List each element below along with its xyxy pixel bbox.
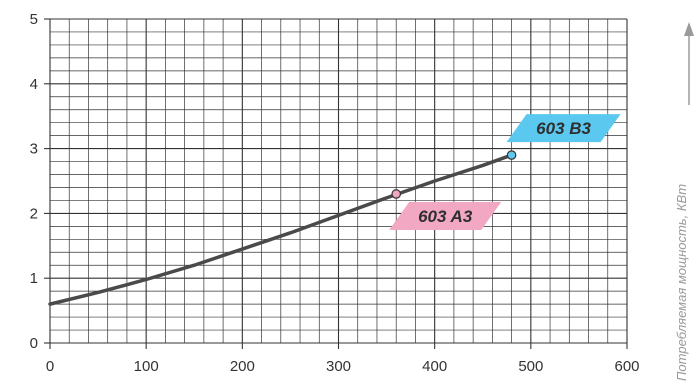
- y-tick-label: 0: [30, 335, 38, 352]
- tick-labels: 0 100 200 300 400 500 600 0 1 2 3 4 5: [30, 11, 640, 375]
- model-tag-background: [506, 114, 621, 143]
- y-tick-label: 5: [30, 11, 38, 28]
- y-tick-label: 3: [30, 141, 38, 158]
- y-axis-title-group: Потребляемая мощность, КВт: [674, 22, 694, 381]
- y-tick-label: 2: [30, 205, 38, 222]
- model-tag-background: [389, 201, 502, 230]
- model-tag: 603 B3: [506, 114, 621, 143]
- x-tick-label: 400: [422, 358, 447, 375]
- y-tick-label: 4: [30, 76, 38, 93]
- series: [48, 153, 514, 306]
- x-tick-label: 100: [134, 358, 159, 375]
- y-axis-title: Потребляемая мощность, КВт: [674, 184, 689, 381]
- x-tick-label: 600: [614, 358, 639, 375]
- series-line: [48, 153, 514, 306]
- model-tag: 603 A3: [389, 201, 502, 230]
- data-point-marker: [506, 150, 517, 160]
- y-tick-label: 1: [30, 270, 38, 287]
- x-tick-label: 500: [518, 358, 543, 375]
- model-tag-label: 603 A3: [418, 207, 473, 226]
- annotations: 603 A3 603 B3: [389, 114, 621, 230]
- grid: [44, 18, 628, 349]
- x-tick-label: 0: [46, 358, 54, 375]
- data-point-marker: [391, 189, 401, 199]
- model-tag-label: 603 B3: [536, 119, 591, 138]
- x-tick-label: 200: [230, 358, 255, 375]
- x-tick-label: 300: [326, 358, 351, 375]
- y-axis-arrow-head: [684, 22, 694, 36]
